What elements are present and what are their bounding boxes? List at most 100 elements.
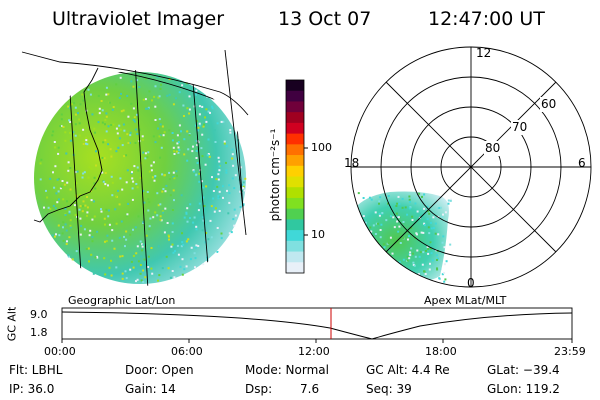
status-glon: GLon: 119.2	[487, 382, 560, 396]
geo-speckle-pixel	[148, 225, 151, 228]
geo-speckle-pixel	[64, 223, 67, 226]
geo-speckle-pixel	[145, 107, 148, 110]
geo-speckle-pixel	[85, 139, 88, 142]
geo-speckle-pixel	[177, 146, 180, 149]
polar-speckle-pixel	[426, 246, 429, 249]
geo-speckle-pixel	[69, 224, 72, 227]
polar-speckle-pixel	[379, 229, 382, 231]
geo-speckle-pixel	[192, 169, 195, 172]
geo-speckle-pixel	[107, 93, 110, 96]
geo-speckle-pixel	[82, 200, 85, 203]
geo-speckle-pixel	[194, 246, 197, 249]
geo-speckle-pixel	[78, 208, 81, 211]
geo-speckle-pixel	[85, 136, 88, 139]
geo-speckle-pixel	[188, 108, 191, 111]
polar-speckle-pixel	[360, 229, 363, 232]
polar-speckle-pixel	[367, 281, 370, 283]
geo-speckle-pixel	[216, 227, 219, 229]
geo-speckle-pixel	[158, 135, 161, 138]
polar-speckle-pixel	[406, 259, 409, 262]
geo-speckle-pixel	[82, 140, 85, 143]
geo-speckle-pixel	[210, 205, 213, 208]
geo-speckle-pixel	[195, 228, 198, 231]
geo-speckle-pixel	[78, 134, 81, 137]
polar-speckle-pixel	[363, 276, 366, 278]
geo-speckle-pixel	[201, 213, 204, 216]
geo-speckle-pixel	[110, 155, 113, 158]
geo-speckle-pixel	[107, 143, 110, 146]
geo-speckle-pixel	[58, 234, 61, 237]
polar-speckle-pixel	[421, 263, 424, 266]
status-flt: Flt: LBHL	[9, 363, 63, 377]
geo-speckle-pixel	[93, 215, 96, 218]
geo-speckle-pixel	[181, 273, 184, 276]
geo-speckle-pixel	[200, 147, 203, 150]
geo-speckle-pixel	[192, 221, 195, 224]
polar-speckle-pixel	[397, 267, 400, 270]
geo-speckle-pixel	[68, 212, 71, 215]
geo-speckle-pixel	[140, 255, 143, 258]
geo-speckle-pixel	[96, 256, 99, 259]
polar-speckle-pixel	[430, 252, 433, 255]
geo-speckle-pixel	[67, 254, 70, 257]
geo-speckle-pixel	[214, 141, 217, 143]
geo-speckle-pixel	[64, 207, 67, 210]
geo-speckle-pixel	[220, 237, 223, 240]
geo-speckle-pixel	[222, 120, 225, 123]
geo-speckle-pixel	[66, 240, 68, 243]
colorbar-swatch	[286, 101, 304, 113]
geo-speckle-pixel	[125, 230, 128, 233]
polar-speckle-pixel	[428, 232, 431, 235]
geo-speckle-pixel	[104, 223, 106, 226]
polar-speckle-pixel	[413, 264, 416, 267]
geo-speckle-pixel	[163, 174, 166, 177]
polar-speckle-pixel	[383, 252, 386, 255]
geo-speckle-pixel	[145, 234, 148, 237]
geo-speckle-pixel	[131, 171, 133, 174]
geo-speckle-pixel	[102, 141, 105, 144]
geo-speckle-pixel	[216, 185, 219, 188]
geo-speckle-pixel	[57, 190, 60, 193]
geo-speckle-pixel	[182, 243, 185, 246]
geo-speckle-pixel	[65, 229, 68, 232]
geo-speckle-pixel	[62, 126, 65, 128]
geo-speckle-pixel	[49, 177, 52, 180]
geo-speckle-pixel	[198, 113, 201, 116]
geo-speckle-pixel	[222, 185, 224, 188]
geo-speckle-pixel	[123, 129, 126, 132]
polar-speckle-pixel	[441, 273, 444, 276]
polar-speckle-pixel	[392, 216, 395, 219]
geo-speckle-pixel	[129, 268, 132, 271]
polar-speckle-pixel	[438, 207, 441, 209]
geo-speckle-pixel	[182, 104, 185, 107]
polar-speckle-pixel	[407, 238, 409, 241]
geo-speckle-pixel	[92, 272, 95, 275]
geo-speckle-pixel	[136, 186, 139, 189]
geo-speckle-pixel	[68, 236, 71, 239]
geo-speckle-pixel	[164, 190, 167, 193]
geo-speckle-pixel	[107, 125, 110, 128]
geo-speckle-pixel	[174, 250, 176, 253]
polar-speckle-pixel	[378, 277, 381, 280]
geo-speckle-pixel	[190, 246, 193, 249]
geo-speckle-pixel	[132, 228, 134, 231]
polar-speckle-pixel	[375, 222, 378, 225]
altitude-strip	[61, 307, 573, 343]
geo-speckle-pixel	[135, 128, 137, 131]
polar-speckle-pixel	[442, 213, 444, 216]
geo-speckle-pixel	[205, 108, 208, 111]
polar-speckle-pixel	[389, 215, 392, 218]
geo-speckle-pixel	[196, 162, 199, 164]
geo-speckle-pixel	[202, 216, 205, 219]
geo-speckle-pixel	[119, 128, 122, 131]
polar-speckle-pixel	[382, 277, 384, 280]
geo-coastline	[33, 67, 103, 223]
geo-speckle-pixel	[225, 161, 227, 164]
geo-speckle-pixel	[67, 161, 70, 164]
geo-speckle-pixel	[94, 256, 97, 259]
colorbar-unit-label: photon cm⁻²s⁻¹	[268, 128, 282, 222]
geo-speckle-pixel	[156, 76, 159, 79]
polar-speckle-pixel	[408, 195, 411, 198]
polar-speckle-pixel	[382, 255, 384, 257]
polar-speckle-pixel	[410, 227, 413, 229]
